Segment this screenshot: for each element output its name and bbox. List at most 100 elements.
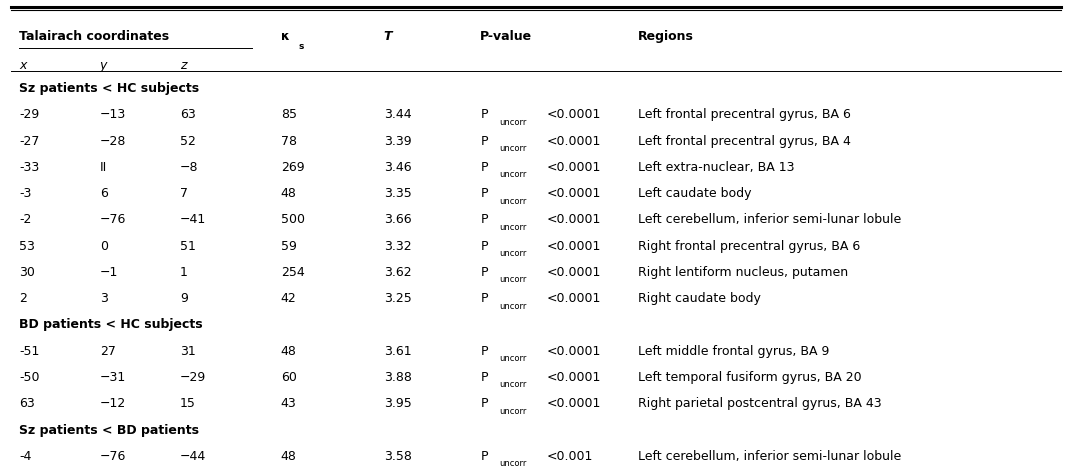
- Text: P: P: [480, 240, 488, 253]
- Text: -27: -27: [19, 135, 40, 148]
- Text: -2: -2: [19, 213, 32, 227]
- Text: Sz patients < BD patients: Sz patients < BD patients: [19, 424, 199, 437]
- Text: 30: 30: [19, 266, 35, 279]
- Text: uncorr: uncorr: [500, 380, 527, 389]
- Text: T: T: [384, 30, 392, 44]
- Text: uncorr: uncorr: [500, 197, 527, 205]
- Text: uncorr: uncorr: [500, 459, 527, 468]
- Text: P: P: [480, 292, 488, 305]
- Text: −28: −28: [100, 135, 126, 148]
- Text: 3.46: 3.46: [384, 161, 412, 174]
- Text: 3.66: 3.66: [384, 213, 412, 227]
- Text: uncorr: uncorr: [500, 249, 527, 258]
- Text: 500: 500: [281, 213, 304, 227]
- Text: s: s: [298, 42, 303, 51]
- Text: 3.32: 3.32: [384, 240, 412, 253]
- Text: 85: 85: [281, 108, 297, 121]
- Text: <0.0001: <0.0001: [547, 213, 601, 227]
- Text: Talairach coordinates: Talairach coordinates: [19, 30, 169, 44]
- Text: −1: −1: [100, 266, 118, 279]
- Text: uncorr: uncorr: [500, 223, 527, 232]
- Text: 48: 48: [281, 450, 297, 463]
- Text: −29: −29: [180, 371, 206, 384]
- Text: Sz patients < HC subjects: Sz patients < HC subjects: [19, 82, 199, 95]
- Text: P: P: [480, 187, 488, 200]
- Text: 42: 42: [281, 292, 297, 305]
- Text: <0.0001: <0.0001: [547, 397, 601, 410]
- Text: 1: 1: [180, 266, 188, 279]
- Text: 63: 63: [180, 108, 196, 121]
- Text: −31: −31: [100, 371, 125, 384]
- Text: 9: 9: [180, 292, 188, 305]
- Text: −41: −41: [180, 213, 206, 227]
- Text: Right parietal postcentral gyrus, BA 43: Right parietal postcentral gyrus, BA 43: [638, 397, 881, 410]
- Text: Left frontal precentral gyrus, BA 6: Left frontal precentral gyrus, BA 6: [638, 108, 851, 121]
- Text: 43: 43: [281, 397, 297, 410]
- Text: Left middle frontal gyrus, BA 9: Left middle frontal gyrus, BA 9: [638, 345, 830, 358]
- Text: −12: −12: [100, 397, 125, 410]
- Text: P: P: [480, 371, 488, 384]
- Text: P: P: [480, 161, 488, 174]
- Text: Right frontal precentral gyrus, BA 6: Right frontal precentral gyrus, BA 6: [638, 240, 860, 253]
- Text: 3.61: 3.61: [384, 345, 412, 358]
- Text: 60: 60: [281, 371, 297, 384]
- Text: −44: −44: [180, 450, 206, 463]
- Text: 48: 48: [281, 187, 297, 200]
- Text: 6: 6: [100, 187, 107, 200]
- Text: <0.0001: <0.0001: [547, 161, 601, 174]
- Text: Left cerebellum, inferior semi-lunar lobule: Left cerebellum, inferior semi-lunar lob…: [638, 450, 902, 463]
- Text: -29: -29: [19, 108, 40, 121]
- Text: <0.0001: <0.0001: [547, 187, 601, 200]
- Text: Left caudate body: Left caudate body: [638, 187, 751, 200]
- Text: 48: 48: [281, 345, 297, 358]
- Text: <0.0001: <0.0001: [547, 135, 601, 148]
- Text: 3.62: 3.62: [384, 266, 412, 279]
- Text: uncorr: uncorr: [500, 302, 527, 310]
- Text: 52: 52: [180, 135, 196, 148]
- Text: P: P: [480, 213, 488, 227]
- Text: <0.0001: <0.0001: [547, 371, 601, 384]
- Text: −8: −8: [180, 161, 198, 174]
- Text: 3.35: 3.35: [384, 187, 412, 200]
- Text: <0.0001: <0.0001: [547, 345, 601, 358]
- Text: P-value: P-value: [480, 30, 533, 44]
- Text: Left temporal fusiform gyrus, BA 20: Left temporal fusiform gyrus, BA 20: [638, 371, 862, 384]
- Text: -3: -3: [19, 187, 32, 200]
- Text: <0.0001: <0.0001: [547, 266, 601, 279]
- Text: Left extra-nuclear, BA 13: Left extra-nuclear, BA 13: [638, 161, 794, 174]
- Text: 27: 27: [100, 345, 116, 358]
- Text: 3.25: 3.25: [384, 292, 412, 305]
- Text: -51: -51: [19, 345, 40, 358]
- Text: <0.0001: <0.0001: [547, 108, 601, 121]
- Text: Left cerebellum, inferior semi-lunar lobule: Left cerebellum, inferior semi-lunar lob…: [638, 213, 902, 227]
- Text: BD patients < HC subjects: BD patients < HC subjects: [19, 318, 203, 332]
- Text: uncorr: uncorr: [500, 170, 527, 179]
- Text: P: P: [480, 345, 488, 358]
- Text: 3.44: 3.44: [384, 108, 412, 121]
- Text: 59: 59: [281, 240, 297, 253]
- Text: 51: 51: [180, 240, 196, 253]
- Text: 3.88: 3.88: [384, 371, 412, 384]
- Text: 15: 15: [180, 397, 196, 410]
- Text: 63: 63: [19, 397, 35, 410]
- Text: 78: 78: [281, 135, 297, 148]
- Text: uncorr: uncorr: [500, 275, 527, 284]
- Text: uncorr: uncorr: [500, 354, 527, 363]
- Text: 3.58: 3.58: [384, 450, 412, 463]
- Text: -50: -50: [19, 371, 40, 384]
- Text: 254: 254: [281, 266, 304, 279]
- Text: P: P: [480, 108, 488, 121]
- Text: -33: -33: [19, 161, 40, 174]
- Text: 3: 3: [100, 292, 107, 305]
- Text: −76: −76: [100, 450, 126, 463]
- Text: P: P: [480, 397, 488, 410]
- Text: Regions: Regions: [638, 30, 694, 44]
- Text: 269: 269: [281, 161, 304, 174]
- Text: <0.001: <0.001: [547, 450, 593, 463]
- Text: uncorr: uncorr: [500, 118, 527, 127]
- Text: P: P: [480, 266, 488, 279]
- Text: 0: 0: [100, 240, 107, 253]
- Text: −13: −13: [100, 108, 125, 121]
- Text: 31: 31: [180, 345, 196, 358]
- Text: κ: κ: [281, 30, 289, 44]
